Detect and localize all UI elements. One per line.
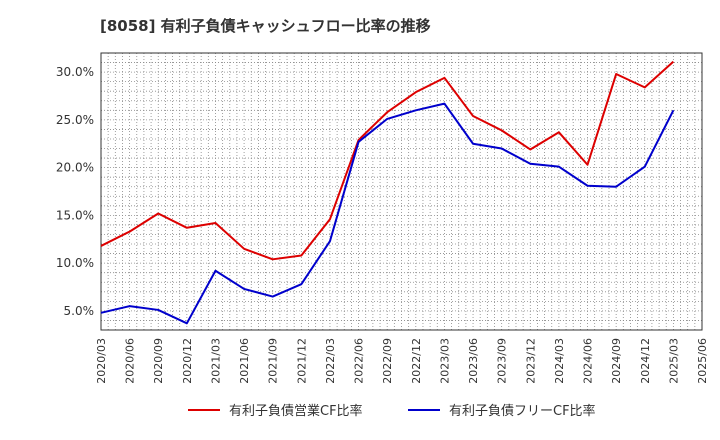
y-tick-label: 20.0% bbox=[56, 161, 94, 175]
x-tick-label: 2020/03 bbox=[95, 338, 108, 384]
x-tick-label: 2022/06 bbox=[353, 338, 366, 384]
series-line-1 bbox=[100, 60, 675, 261]
x-tick-label: 2024/03 bbox=[553, 338, 566, 384]
x-tick-label: 2024/06 bbox=[582, 338, 595, 384]
plot-border bbox=[100, 52, 703, 331]
y-tick-label: 30.0% bbox=[56, 65, 94, 79]
y-tick-label: 15.0% bbox=[56, 208, 94, 222]
legend-label-2: 有利子負債フリーCF比率 bbox=[449, 403, 596, 419]
x-tick-label: 2023/12 bbox=[524, 338, 537, 384]
y-tick-label: 25.0% bbox=[56, 113, 94, 127]
plot-area: 5.0% 10.0% 15.0% 20.0% 25.0% 30.0% 2020/03 2020… bbox=[56, 52, 709, 384]
chart-title: [8058] 有利子負債キャッシュフロー比率の推移 bbox=[100, 17, 431, 35]
legend: 有利子負債営業CF比率 有利子負債フリーCF比率 bbox=[188, 403, 596, 419]
x-tick-label: 2021/12 bbox=[295, 338, 308, 384]
x-tick-label: 2023/03 bbox=[438, 338, 451, 384]
x-tick-label: 2025/03 bbox=[667, 338, 680, 384]
x-tick-label: 2021/03 bbox=[209, 338, 222, 384]
x-tick-label: 2024/12 bbox=[639, 338, 652, 384]
x-tick-label: 2025/06 bbox=[696, 338, 709, 384]
x-tick-label: 2020/09 bbox=[152, 338, 165, 384]
x-tick-label: 2021/09 bbox=[267, 338, 280, 384]
x-tick-label: 2022/12 bbox=[410, 338, 423, 384]
x-tick-label: 2022/09 bbox=[381, 338, 394, 384]
x-tick-label: 2021/06 bbox=[238, 338, 251, 384]
legend-label-1: 有利子負債営業CF比率 bbox=[229, 403, 363, 419]
y-tick-label: 10.0% bbox=[56, 256, 94, 270]
x-tick-label: 2020/12 bbox=[181, 338, 194, 384]
x-tick-label: 2023/09 bbox=[496, 338, 509, 384]
y-tick-label: 5.0% bbox=[64, 304, 95, 318]
x-tick-label: 2022/03 bbox=[324, 338, 337, 384]
x-tick-label: 2024/09 bbox=[610, 338, 623, 384]
x-tick-label: 2020/06 bbox=[124, 338, 137, 384]
series-line-2 bbox=[100, 102, 675, 325]
x-tick-label: 2023/06 bbox=[467, 338, 480, 384]
